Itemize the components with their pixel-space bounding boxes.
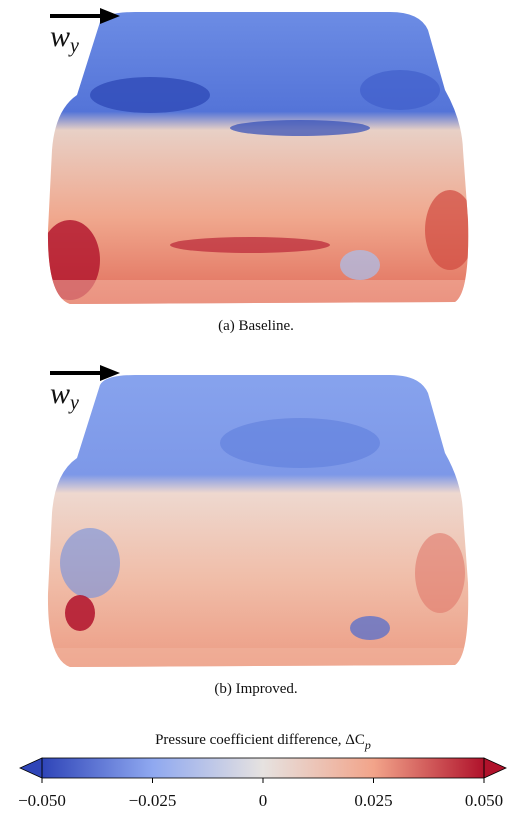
panel-a: wy (a) Baseline. — [47, 8, 469, 334]
label-sub: y — [68, 392, 79, 414]
tick-label: 0.050 — [465, 791, 503, 810]
panel-b: wy (b) Improved. — [47, 365, 469, 697]
car-image — [47, 12, 469, 304]
arrow-label: wy — [50, 20, 79, 57]
colorbar-extend-high — [483, 757, 507, 779]
caption: (b) Improved. — [214, 681, 297, 697]
colorbar-title: Pressure coefficient difference, ΔCp — [155, 732, 371, 752]
tick-label: 0 — [259, 791, 268, 810]
colorbar-bar — [42, 758, 484, 778]
label-base: w — [50, 377, 70, 410]
colorbar-extend-low — [19, 757, 43, 779]
title-sub: p — [364, 738, 371, 752]
title-text: Pressure coefficient difference, ΔC — [155, 732, 365, 748]
colorbar: Pressure coefficient difference, ΔCp −0.… — [18, 732, 507, 810]
arrow-head — [100, 365, 120, 381]
arrow-label: wy — [50, 377, 79, 414]
label-base: w — [50, 20, 70, 53]
label-sub: y — [68, 35, 79, 57]
tick-label: 0.025 — [354, 791, 392, 810]
arrow-head — [100, 8, 120, 24]
caption: (a) Baseline. — [218, 318, 294, 334]
car-image — [47, 375, 469, 667]
tick-label: −0.050 — [18, 791, 66, 810]
tick-label: −0.025 — [129, 791, 177, 810]
